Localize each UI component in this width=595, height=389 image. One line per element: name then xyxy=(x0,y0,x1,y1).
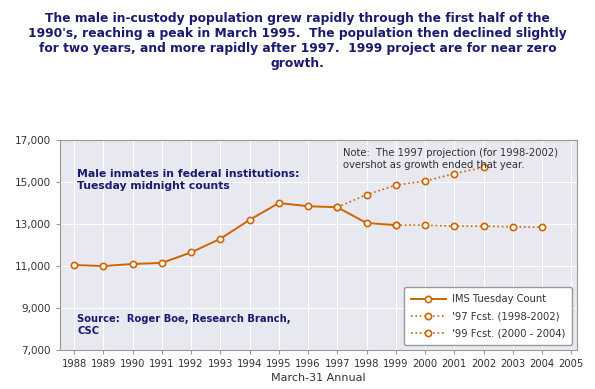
Text: Note:  The 1997 projection (for 1998-2002)
overshot as growth ended that year.: Note: The 1997 projection (for 1998-2002… xyxy=(343,149,558,170)
Text: Source:  Roger Boe, Research Branch,
CSC: Source: Roger Boe, Research Branch, CSC xyxy=(77,314,291,336)
Text: Male inmates in federal institutions:
Tuesday midnight counts: Male inmates in federal institutions: Tu… xyxy=(77,170,299,191)
X-axis label: March-31 Annual: March-31 Annual xyxy=(271,373,366,383)
Text: The male in-custody population grew rapidly through the first half of the
1990's: The male in-custody population grew rapi… xyxy=(28,12,567,70)
Legend: IMS Tuesday Count, '97 Fcst. (1998-2002), '99 Fcst. (2000 - 2004): IMS Tuesday Count, '97 Fcst. (1998-2002)… xyxy=(404,287,572,345)
